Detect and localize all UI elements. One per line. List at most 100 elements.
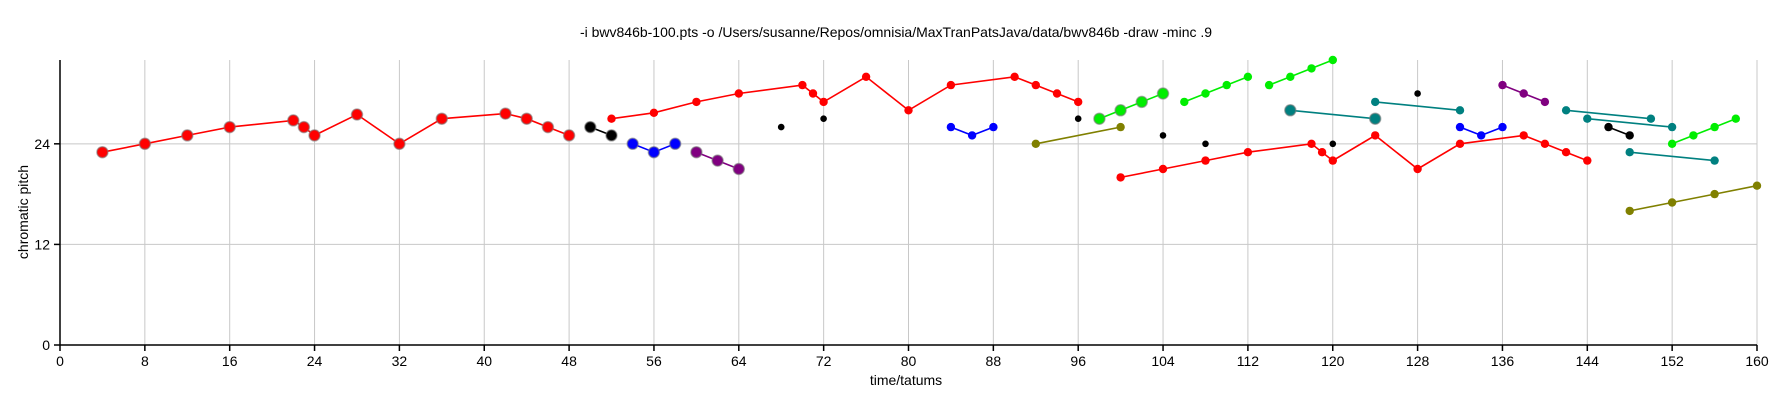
series-line xyxy=(1290,109,1376,120)
data-point xyxy=(777,123,785,131)
x-tick-label: 104 xyxy=(1151,353,1175,369)
data-point xyxy=(308,129,321,142)
data-point xyxy=(287,114,300,127)
data-point xyxy=(1710,156,1719,165)
data-point xyxy=(1307,64,1316,73)
data-point xyxy=(138,137,152,151)
data-point xyxy=(1625,206,1634,216)
data-point xyxy=(223,120,236,134)
pattern-series xyxy=(1414,90,1421,97)
pattern-series xyxy=(1667,114,1741,148)
pattern-series xyxy=(1074,115,1082,122)
pattern-series xyxy=(946,122,998,140)
pattern-series xyxy=(1159,132,1167,139)
data-point xyxy=(1498,80,1507,90)
data-point xyxy=(1583,114,1592,123)
x-tick-label: 112 xyxy=(1237,353,1260,369)
pattern-series xyxy=(1093,87,1170,125)
x-tick-label: 136 xyxy=(1491,353,1515,369)
data-point xyxy=(1731,114,1741,123)
data-point xyxy=(1455,122,1465,132)
data-point xyxy=(499,107,512,120)
data-point xyxy=(1498,122,1507,132)
data-point xyxy=(1752,181,1762,190)
pattern-series xyxy=(1371,97,1465,115)
data-point xyxy=(1158,164,1168,174)
data-point xyxy=(668,137,682,151)
x-axis-label: time/tatums xyxy=(870,372,942,388)
data-point xyxy=(1689,131,1698,140)
data-point xyxy=(690,145,703,159)
data-point xyxy=(1519,131,1528,140)
x-tick-label: 56 xyxy=(646,353,662,369)
pattern-series xyxy=(1202,140,1209,148)
pattern-series xyxy=(690,145,746,176)
data-point xyxy=(1328,55,1338,65)
data-point xyxy=(1156,87,1170,100)
data-point xyxy=(1031,80,1041,90)
data-point xyxy=(1328,156,1338,165)
data-point xyxy=(1264,80,1274,90)
data-point xyxy=(1604,122,1613,132)
data-point xyxy=(1180,97,1189,107)
data-point xyxy=(435,112,449,125)
pattern-series xyxy=(1604,122,1634,140)
data-point xyxy=(798,80,807,90)
data-point xyxy=(350,108,364,121)
data-point xyxy=(1455,106,1465,115)
data-point xyxy=(1286,72,1295,82)
data-point xyxy=(584,120,597,134)
x-tick-label: 144 xyxy=(1576,353,1600,369)
data-point xyxy=(1625,131,1634,140)
chart-title: -i bwv846b-100.pts -o /Users/susanne/Rep… xyxy=(580,24,1212,40)
pattern-series xyxy=(1031,122,1125,148)
x-tick-label: 152 xyxy=(1660,353,1684,369)
pattern-series xyxy=(96,107,576,159)
x-tick-label: 120 xyxy=(1321,353,1345,369)
x-tick-label: 16 xyxy=(222,353,238,369)
data-point xyxy=(649,108,659,118)
data-point xyxy=(1519,89,1528,98)
data-point xyxy=(1116,173,1125,182)
pattern-series xyxy=(607,72,1083,123)
series-line xyxy=(1629,151,1715,162)
data-point xyxy=(297,120,311,134)
data-point xyxy=(1646,114,1656,123)
data-point xyxy=(1371,97,1380,107)
y-tick-label: 0 xyxy=(42,337,50,353)
data-point xyxy=(1243,72,1253,82)
data-point xyxy=(967,131,977,140)
data-point xyxy=(1201,156,1210,165)
series-line xyxy=(1587,117,1673,128)
data-point xyxy=(1667,139,1677,148)
data-point xyxy=(1284,104,1297,117)
data-point xyxy=(819,97,828,107)
series-line xyxy=(1184,76,1249,103)
axes xyxy=(54,60,1758,351)
series-line xyxy=(1099,92,1164,120)
data-point xyxy=(732,162,746,176)
data-point xyxy=(541,120,555,134)
data-point xyxy=(1368,112,1382,125)
x-tick-label: 88 xyxy=(986,353,1002,369)
x-tick-label: 96 xyxy=(1070,353,1086,369)
data-point xyxy=(1074,97,1083,107)
data-point xyxy=(1052,89,1062,98)
data-point xyxy=(1222,80,1231,90)
x-tick-labels: 0 8 16 24 32 40 48 56 64 72 80 88 96 104 112 120 128 136 1… xyxy=(56,353,1769,369)
pattern-series xyxy=(584,120,618,142)
data-point xyxy=(1561,148,1571,157)
data-point xyxy=(692,97,701,107)
x-tick-label: 24 xyxy=(307,353,323,369)
data-point xyxy=(711,154,724,167)
data-point xyxy=(734,89,743,98)
data-point xyxy=(1116,122,1125,132)
x-tick-label: 48 xyxy=(561,353,577,369)
data-point xyxy=(1561,106,1571,115)
x-tick-label: 8 xyxy=(141,353,149,369)
series-line xyxy=(1268,59,1334,86)
data-point xyxy=(393,137,406,151)
grid xyxy=(60,60,1758,345)
data-point xyxy=(1093,112,1106,125)
data-point xyxy=(605,129,618,142)
